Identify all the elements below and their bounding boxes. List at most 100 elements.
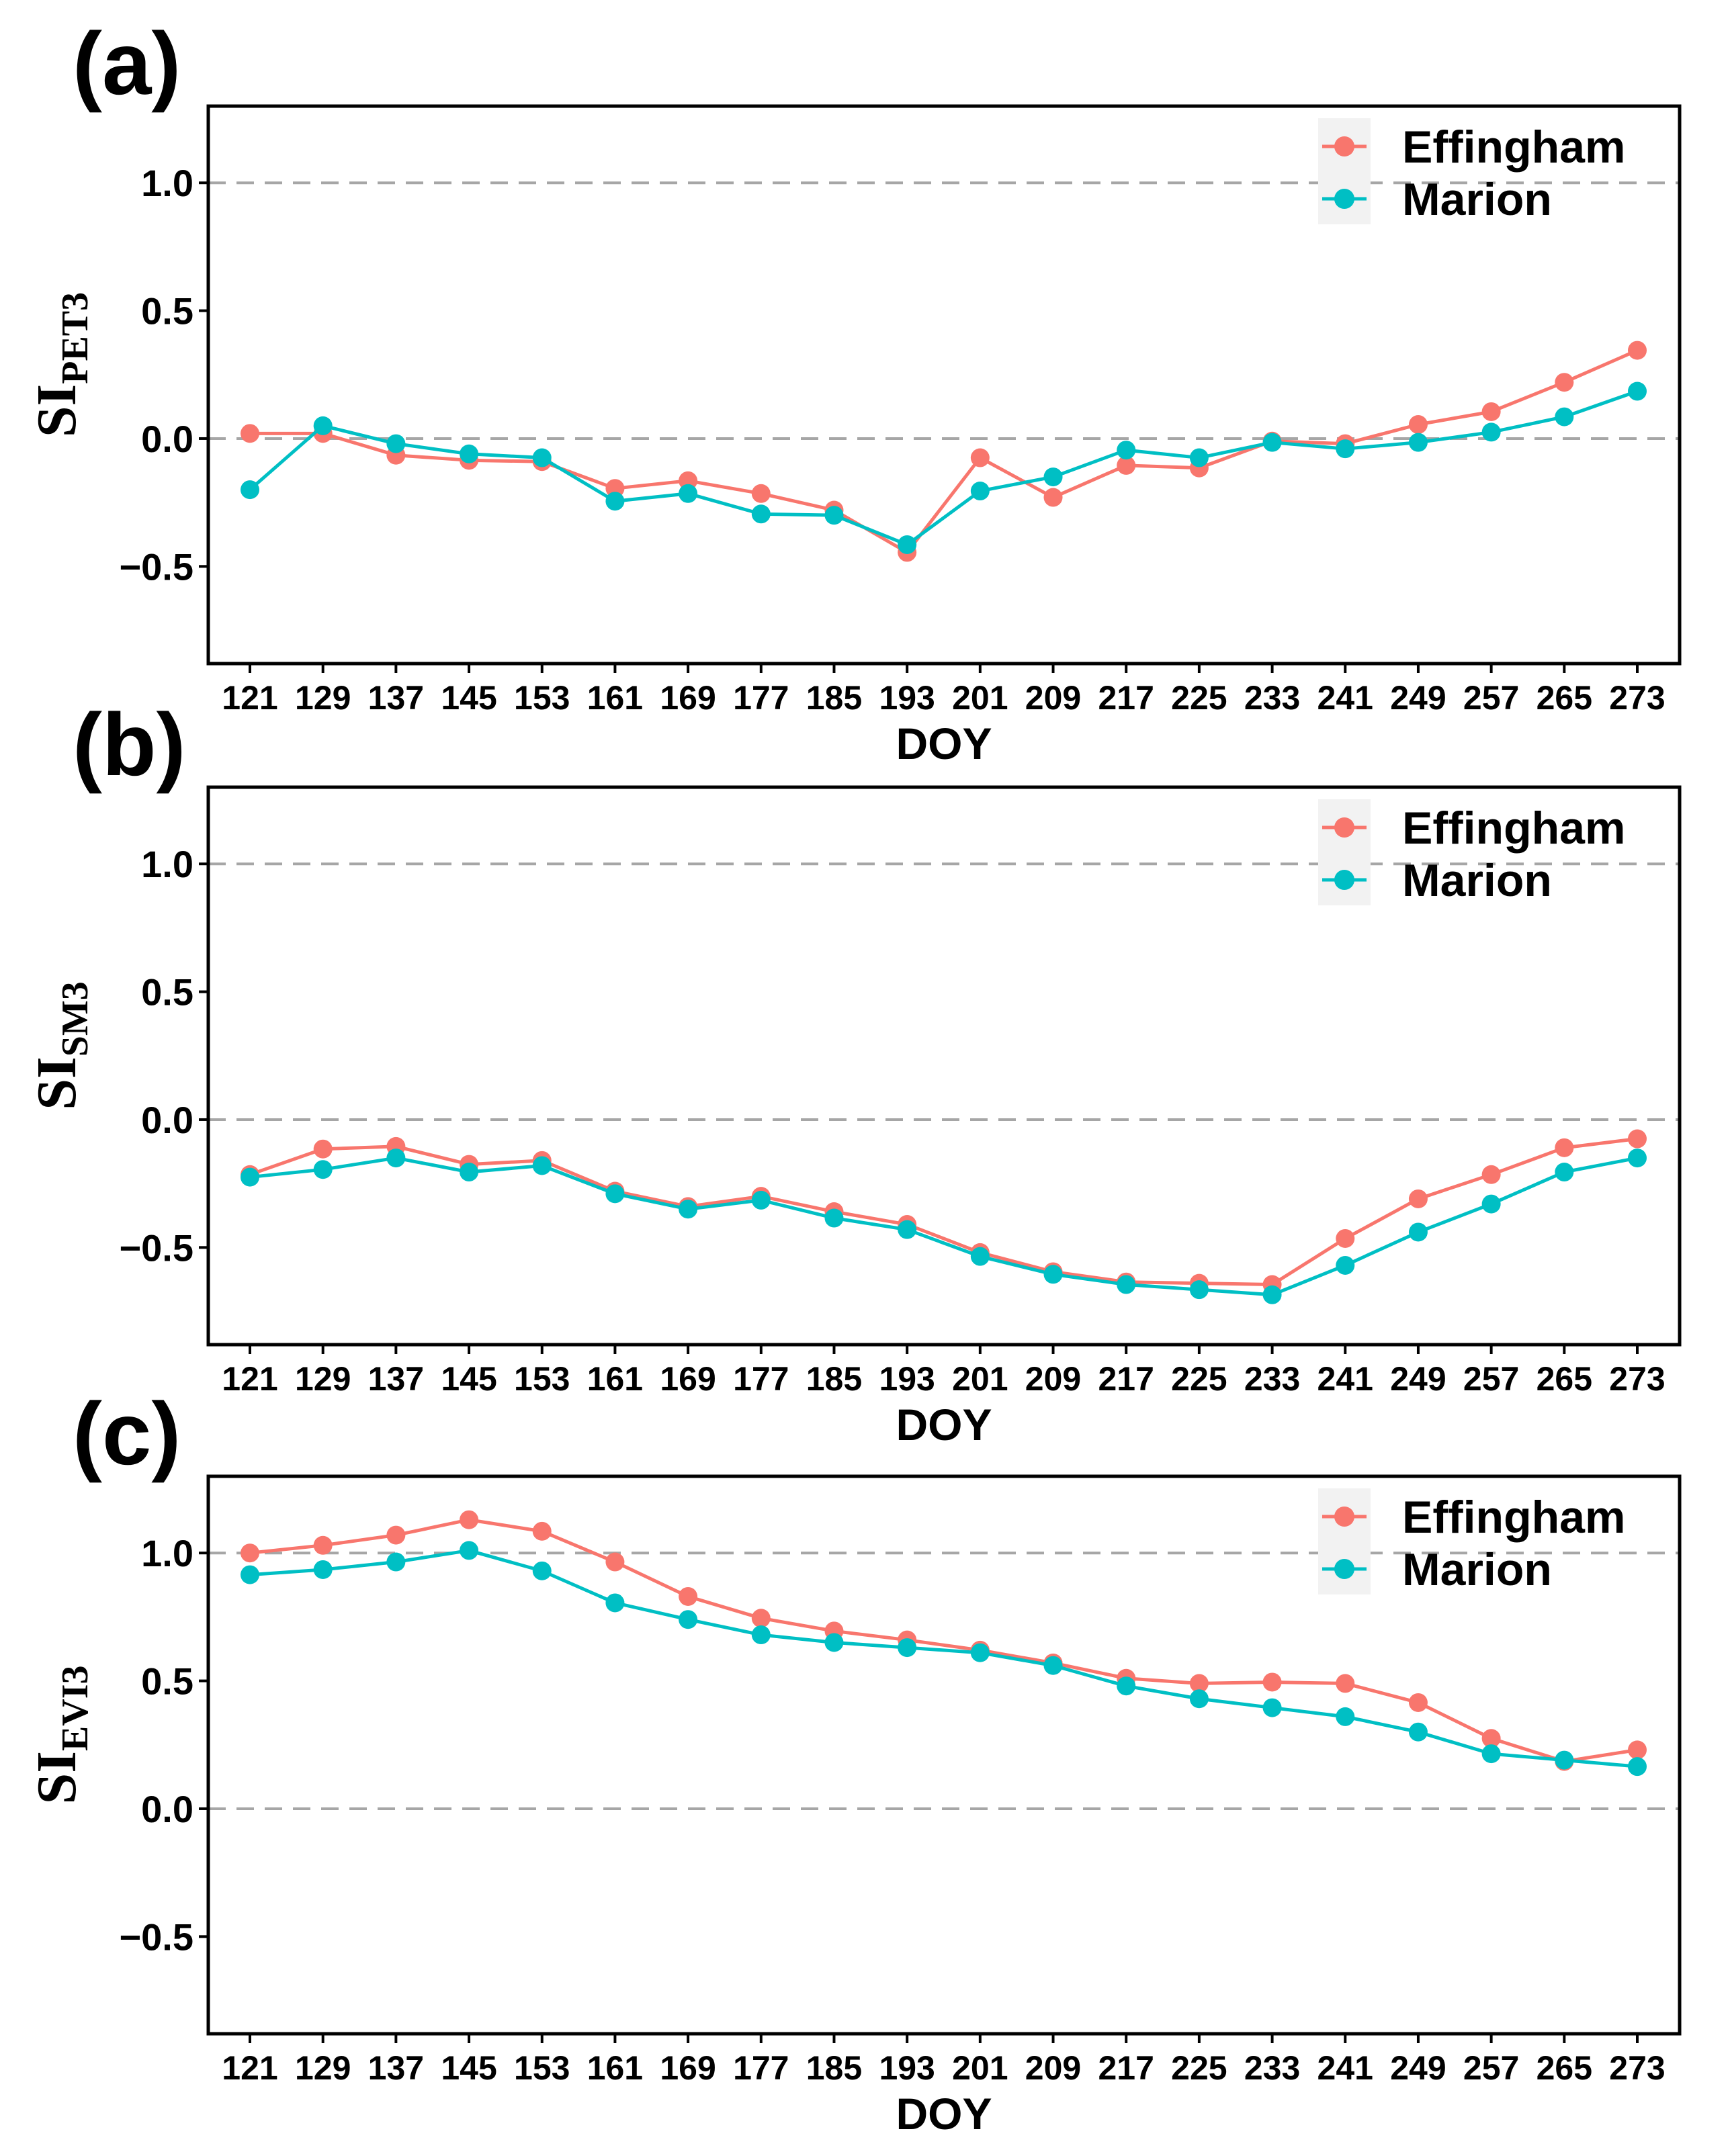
x-tick-label: 153 [514,679,570,717]
x-tick-label: 153 [514,1360,570,1398]
y-tick-label: 0.5 [141,971,193,1014]
data-point [1189,1674,1209,1693]
data-point [1043,467,1063,487]
legend-marker [1334,1559,1354,1579]
x-tick-label: 145 [441,679,496,717]
y-axis-label: SISM3 [26,981,96,1110]
data-point [1262,1672,1282,1692]
data-point [1628,341,1647,360]
series-line [249,1137,1638,1287]
series-effingham [241,1129,1647,1294]
data-point [1555,407,1574,426]
y-axis-label: SIPET3 [26,292,96,437]
x-tick-label: 193 [879,2049,935,2087]
data-point [824,1208,844,1228]
data-point [241,480,259,500]
data-point [313,1160,333,1179]
data-point [679,1200,698,1219]
x-tick-label: 257 [1463,2049,1519,2087]
x-tick-label: 209 [1025,2049,1081,2087]
x-tick-label: 225 [1171,679,1227,717]
data-point [751,504,771,524]
data-point [751,1190,771,1210]
data-point [1408,415,1428,435]
data-point [824,506,844,525]
legend-label: Effingham [1402,1492,1625,1543]
data-point [1043,488,1063,507]
x-tick-label: 273 [1609,2049,1665,2087]
data-point [1628,1740,1647,1760]
x-tick-label: 241 [1317,2049,1373,2087]
data-point [386,434,406,453]
y-tick-label: 0.5 [141,1660,193,1703]
data-point [1117,1676,1136,1696]
y-tick-label: 0.0 [141,1099,193,1141]
series-line [249,1156,1638,1297]
x-tick-label: 169 [660,1360,716,1398]
data-point [970,1643,990,1662]
data-point [970,1247,990,1266]
data-point [1117,1275,1136,1294]
legend-label: Effingham [1402,803,1625,854]
data-point [1628,381,1647,401]
data-point [241,1543,259,1563]
x-tick-label: 185 [806,2049,862,2087]
data-point [1189,1689,1209,1709]
data-point [1043,1656,1063,1675]
data-point [605,1552,625,1572]
data-point [460,1163,479,1182]
data-point [532,448,552,467]
panel-label: (b) [73,695,186,794]
legend-marker [1334,136,1354,156]
x-tick-label: 201 [952,2049,1008,2087]
data-point [1555,1163,1574,1182]
x-tick-label: 129 [295,1360,351,1398]
data-point [1628,1129,1647,1149]
x-axis-label: DOY [896,719,992,768]
x-tick-label: 273 [1609,679,1665,717]
data-point [386,1149,406,1168]
y-tick-label: 1.0 [141,843,193,885]
plot-frame [206,104,1682,666]
x-tick-label: 249 [1390,1360,1446,1398]
x-tick-label: 121 [222,679,277,717]
data-point [1336,439,1355,459]
legend-label: Marion [1402,855,1552,906]
plot-frame [206,785,1682,1347]
x-tick-label: 169 [660,2049,716,2087]
x-tick-label: 137 [368,679,424,717]
x-tick-label: 121 [222,2049,277,2087]
x-tick-label: 217 [1098,679,1154,717]
x-tick-label: 249 [1390,679,1446,717]
y-axis-label-main: SI [26,1057,88,1110]
data-point [751,1609,771,1628]
data-point [1555,1138,1574,1157]
x-tick-label: 177 [733,1360,789,1398]
data-point [1481,1744,1501,1764]
data-point [1408,1693,1428,1712]
plot-frame [206,1474,1682,2036]
x-tick-label: 241 [1317,679,1373,717]
data-point [1336,1255,1355,1275]
x-tick-label: 233 [1244,679,1300,717]
x-tick-label: 161 [587,2049,643,2087]
chart-panel-c: 1.0 0.5 0.0 −0.5 121 129 137 145 153 161 169 177 185… [26,1384,1682,2139]
x-tick-label: 185 [806,679,862,717]
legend-marker [1334,189,1354,209]
data-point [898,535,917,554]
series-marion [241,381,1647,554]
data-point [898,1638,917,1658]
x-tick-label: 137 [368,1360,424,1398]
legend-marker [1334,870,1354,890]
x-tick-label: 233 [1244,1360,1300,1398]
data-point [1408,1222,1428,1242]
data-point [1189,448,1209,467]
x-tick-label: 273 [1609,1360,1665,1398]
data-point [313,416,333,435]
y-tick-label: −0.5 [119,1226,193,1269]
data-point [241,1167,259,1187]
data-point [679,1586,698,1606]
